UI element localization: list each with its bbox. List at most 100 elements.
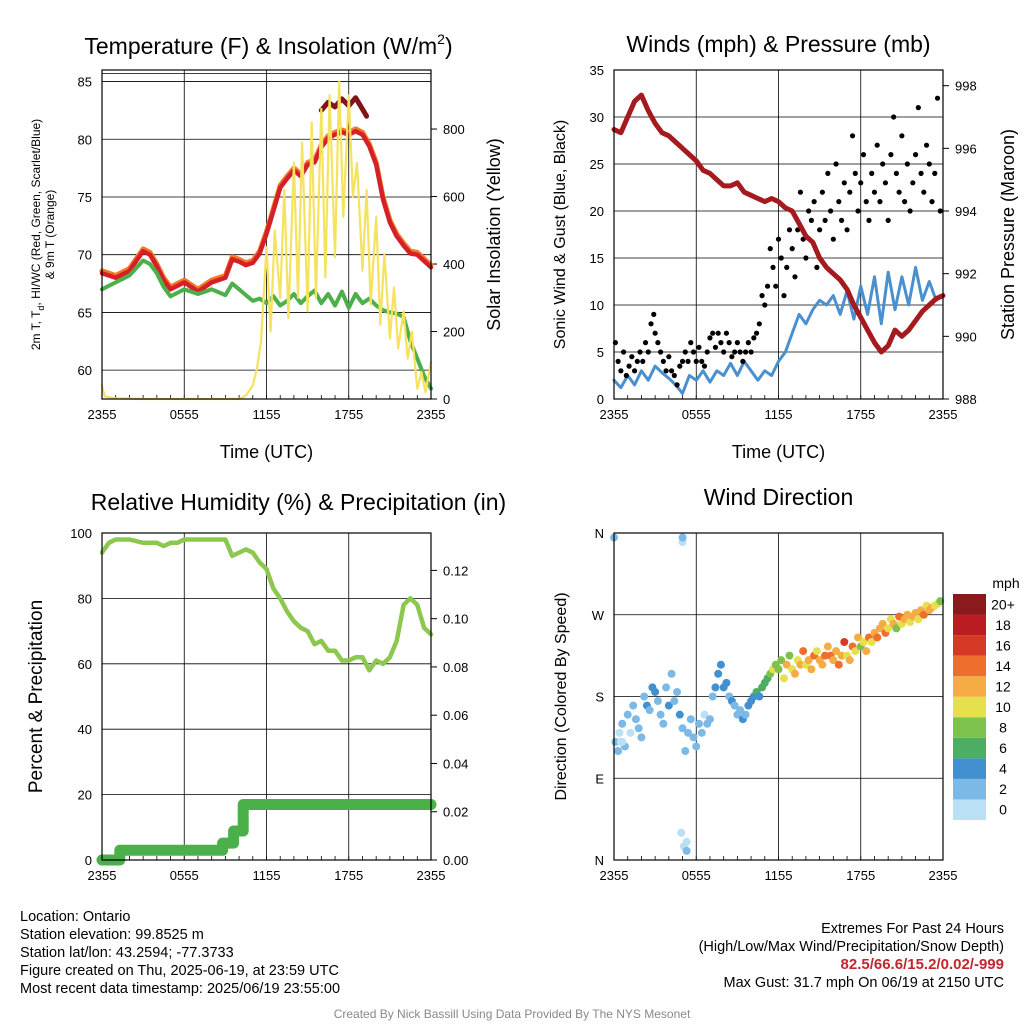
gust-point (786, 227, 793, 233)
direction-point (790, 669, 799, 678)
direction-point (623, 710, 632, 719)
colorbar-label: 20+ (991, 596, 1015, 612)
direction-point (777, 656, 786, 665)
temp-xtick-label: 1155 (253, 407, 281, 422)
winds-y2tick-label: 992 (955, 267, 977, 282)
colorbar-swatch (953, 799, 986, 820)
colorbar-swatch (953, 696, 986, 718)
gust-point (718, 340, 724, 346)
dir-xtick-label: 2355 (929, 868, 958, 883)
gust-point (674, 382, 680, 388)
gust-point (693, 358, 699, 364)
gust-point (819, 189, 825, 195)
direction-point (873, 633, 882, 642)
gust-point (642, 340, 649, 346)
colorbar-label: 14 (995, 658, 1011, 674)
direction-point (686, 715, 695, 724)
direction-point (862, 647, 871, 656)
direction-point (618, 719, 627, 728)
temp-ytick-label: 85 (78, 75, 92, 90)
direction-point (796, 660, 805, 669)
winds-ytick-label: 5 (597, 345, 604, 360)
gust-point (877, 199, 883, 205)
temp-xtick-label: 2355 (88, 407, 117, 422)
gust-point (770, 264, 776, 270)
gust-point (915, 105, 921, 111)
temperature-title: Temperature (F) & Insolation (W/m2) (84, 31, 452, 59)
winds-chart: 2355 0555 1155 1755 235505101520253035988990… (552, 31, 1018, 462)
extremes-info: Extremes For Past 24 Hours (High/Low/Max… (699, 920, 1004, 992)
gust-point (637, 349, 643, 355)
gust-point (668, 368, 675, 374)
direction-point (681, 747, 690, 755)
gust-point (852, 170, 858, 176)
gust-point (803, 255, 809, 261)
direction-point (631, 715, 640, 724)
direction-point (611, 737, 620, 746)
direction-point (614, 747, 623, 755)
direction-point (629, 701, 638, 710)
direction-point (637, 733, 646, 742)
direction-point (682, 846, 691, 855)
direction-point (682, 837, 691, 846)
winds-ytick-label: 10 (590, 298, 604, 313)
temp-ytick-label: 75 (78, 190, 92, 205)
direction-point (716, 660, 725, 669)
direction-point (774, 665, 783, 674)
direction-point (854, 633, 863, 642)
direction-point (914, 615, 923, 624)
direction-point (673, 687, 682, 696)
gust-point (869, 170, 875, 176)
winds-ytick-label: 35 (590, 63, 604, 78)
direction-point (700, 710, 709, 719)
direction-point (678, 533, 687, 542)
rh-ytick-label: 60 (78, 657, 92, 672)
direction-point (867, 638, 876, 646)
rh-ytick-label: 80 (78, 591, 92, 606)
direction-point (659, 719, 668, 728)
insolation-line (100, 80, 433, 401)
rh-y2tick-label: 0.10 (443, 612, 468, 627)
gust-point (937, 208, 943, 214)
gust-point (631, 368, 638, 374)
direction-point (919, 610, 928, 619)
colorbar-label: 6 (999, 740, 1007, 756)
gust-point (806, 208, 812, 214)
direction-point (799, 647, 808, 656)
dir-xtick-label: 1155 (765, 868, 793, 883)
winds-ylabel-right: Station Pressure (Maroon) (998, 129, 1018, 340)
rh-xtick-label: 2355 (88, 868, 117, 883)
direction-point (689, 733, 698, 742)
dir-xtick-label: 0555 (682, 868, 711, 883)
winds-xtick-label: 0555 (682, 407, 711, 422)
winds-y2tick-label: 998 (955, 79, 977, 94)
gust-point (808, 217, 815, 223)
gust-point (797, 189, 804, 195)
temp-ytick-label: 65 (78, 305, 92, 320)
direction-point (840, 638, 849, 646)
gust-point (658, 349, 664, 355)
winds-ytick-label: 30 (590, 110, 604, 125)
gust-point (620, 349, 627, 355)
gust-point (699, 358, 705, 364)
gust-point (778, 255, 784, 261)
humidity-ylabel: Percent & Precipitation (26, 600, 47, 793)
gust-point (623, 372, 629, 379)
temperature-line-3 (100, 258, 433, 391)
gust-point (891, 114, 897, 120)
dir-frame (613, 532, 944, 861)
gust-point (932, 170, 938, 176)
gust-point (773, 283, 779, 289)
colorbar-label: 16 (995, 637, 1011, 653)
direction-point (884, 624, 893, 633)
direction-point (653, 697, 662, 706)
colorbar-label: 12 (995, 678, 1011, 694)
direction-point (697, 728, 706, 737)
direction-point (645, 706, 654, 715)
temp-y2tick-label: 400 (443, 257, 465, 272)
direction-point (651, 687, 660, 696)
gust-point (682, 349, 688, 355)
gust-point (934, 95, 941, 101)
dir-xtick-label: 1755 (846, 868, 875, 883)
direction-point (684, 728, 693, 737)
